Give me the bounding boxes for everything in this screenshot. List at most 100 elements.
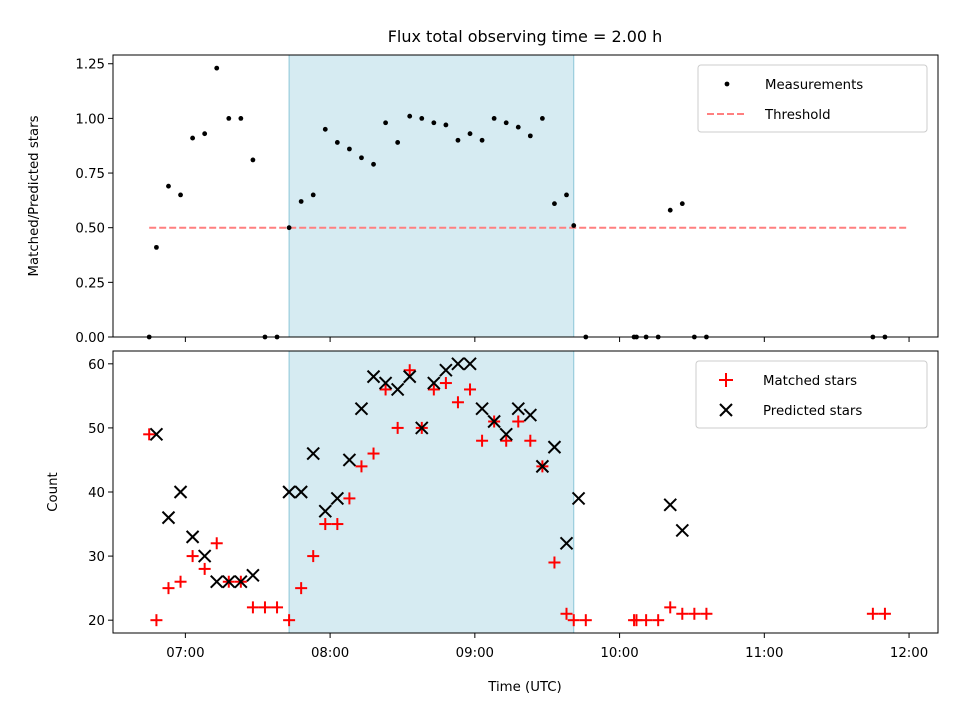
measurement-point	[202, 131, 208, 137]
measurement-point	[443, 122, 449, 128]
x-tick-label: 07:00	[166, 646, 204, 661]
measurement-point	[571, 223, 577, 228]
matched-star-point	[367, 447, 380, 460]
measurement-point	[250, 157, 256, 163]
bottom-y-axis-label: Count	[46, 472, 61, 512]
measurement-point	[407, 113, 413, 119]
matched-star-point	[198, 562, 211, 575]
top-y-tick-label: 0.25	[75, 276, 105, 291]
measurement-point	[419, 115, 425, 121]
measurement-point	[238, 115, 244, 121]
measurement-point	[371, 161, 376, 167]
bottom-legend: Matched stars Predicted stars	[695, 360, 928, 429]
measurement-point	[564, 192, 569, 198]
measurement-point	[178, 192, 183, 198]
predicted-star-point	[390, 382, 405, 397]
predicted-star-point	[246, 568, 260, 583]
predicted-star-point	[675, 523, 690, 538]
measurement-point	[455, 137, 461, 143]
predicted-star-point	[487, 414, 501, 429]
measurement-point	[515, 124, 521, 130]
top-legend: Measurements Threshold	[697, 64, 928, 133]
matched-star-point	[700, 607, 713, 620]
predicted-star-point	[535, 459, 550, 474]
matched-star-point	[866, 607, 879, 620]
measurement-point	[383, 120, 388, 126]
matched-star-point	[343, 492, 356, 505]
matched-star-point	[150, 614, 163, 627]
chart-title: Flux total observing time = 2.00 h	[388, 27, 663, 46]
predicted-star-point	[499, 427, 513, 442]
bottom-y-tick-label: 20	[88, 614, 105, 629]
predicted-star-point	[415, 421, 429, 435]
predicted-star-point	[234, 575, 248, 589]
x-tick-label: 09:00	[456, 646, 494, 661]
predicted-star-point	[427, 376, 441, 390]
matched-star-point	[476, 434, 489, 447]
matched-star-point	[652, 614, 665, 627]
predicted-star-point	[149, 427, 164, 442]
matched-star-point	[464, 383, 477, 396]
top-y-tick-label: 0.00	[75, 331, 105, 346]
matched-star-point	[271, 601, 284, 614]
measurement-point	[395, 140, 401, 145]
measurement-point	[226, 115, 232, 121]
predicted-star-point	[463, 357, 477, 371]
x-axis-label: Time (UTC)	[487, 680, 562, 695]
measurement-point	[552, 201, 557, 207]
predicted-star-point	[439, 363, 453, 377]
predicted-star-point	[294, 485, 308, 499]
measurement-point	[679, 201, 685, 207]
matched-star-point	[579, 614, 592, 627]
legend-matched-marker	[719, 373, 733, 387]
top-y-tick-label: 1.00	[75, 112, 105, 127]
measurement-point	[214, 65, 220, 71]
matched-star-point	[331, 518, 344, 531]
measurement-point	[190, 135, 196, 141]
predicted-star-point	[523, 408, 538, 422]
measurement-point	[491, 115, 497, 121]
predicted-star-point	[354, 401, 369, 416]
measurement-point	[154, 244, 159, 250]
matched-star-point	[524, 434, 537, 447]
predicted-star-point	[511, 401, 525, 416]
top-plot-frame	[112, 54, 939, 338]
matched-star-point	[162, 582, 175, 595]
matched-star-point	[143, 428, 156, 441]
bottom-highlight-span	[288, 350, 575, 634]
legend-predicted-marker	[719, 403, 733, 417]
legend-matched-label: Matched stars	[763, 374, 857, 389]
predicted-star-point	[306, 446, 320, 461]
predicted-star-point	[559, 536, 574, 550]
top-y-tick-label: 0.75	[75, 167, 105, 182]
matched-star-point	[548, 556, 561, 569]
legend-predicted-label: Predicted stars	[763, 404, 862, 419]
bottom-y-tick-label: 30	[88, 550, 105, 565]
measurement-point	[479, 137, 485, 143]
matched-star-point	[391, 421, 404, 434]
measurement-point	[539, 115, 545, 121]
predicted-star-point	[403, 369, 417, 384]
predicted-star-point	[547, 440, 562, 454]
matched-star-point	[664, 601, 677, 614]
matched-star-point	[246, 601, 259, 614]
bottom-y-tick-label: 60	[88, 358, 105, 373]
legend-measurements-label: Measurements	[765, 78, 863, 93]
legend-measurements-marker	[724, 81, 730, 87]
legend-threshold-label: Threshold	[764, 108, 831, 123]
measurement-point	[166, 183, 171, 189]
matched-star-point	[174, 575, 187, 588]
matched-star-point	[319, 518, 332, 531]
predicted-star-point	[173, 485, 188, 499]
bottom-y-tick-label: 50	[88, 422, 105, 437]
matched-star-point	[878, 607, 891, 620]
matched-star-point	[307, 550, 320, 563]
matched-star-point	[688, 607, 701, 620]
matched-star-point	[512, 415, 525, 428]
matched-star-point	[500, 434, 513, 447]
top-y-axis-label: Matched/Predicted stars	[27, 115, 42, 276]
predicted-star-point	[282, 485, 296, 499]
predicted-star-point	[222, 575, 236, 589]
matched-star-point	[258, 601, 271, 614]
